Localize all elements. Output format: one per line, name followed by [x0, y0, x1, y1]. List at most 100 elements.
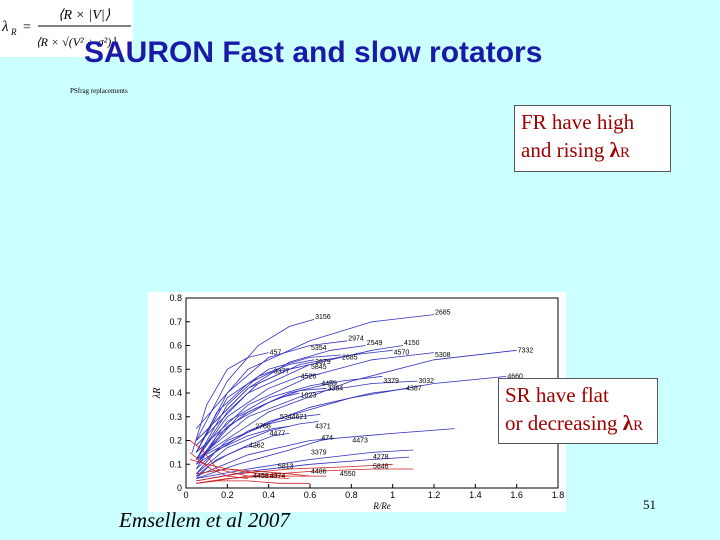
galaxy-label: 2685 [342, 354, 358, 361]
galaxy-label: 2685 [435, 309, 451, 316]
x-tick-label: 0.6 [304, 490, 317, 500]
callout-sr-lambda: λ [622, 411, 634, 435]
series-line-457 [191, 352, 269, 453]
galaxy-label: 5308 [435, 352, 451, 359]
galaxy-label: 3379 [311, 449, 327, 456]
y-tick-label: 0.1 [169, 459, 182, 469]
y-tick-label: 0.5 [169, 364, 182, 374]
series-line-4526 [195, 373, 321, 460]
formula-lhs-sub: R [10, 27, 17, 37]
galaxy-label: 7332 [518, 347, 534, 354]
series-line-4570 [196, 349, 393, 441]
galaxy-label: 3156 [315, 314, 331, 321]
galaxy-label: 4486 [311, 468, 327, 475]
y-axis-label: λR [152, 388, 163, 399]
series-line-4621 [196, 421, 319, 475]
callout-fr-subscript: R [619, 145, 630, 161]
callout-sr-line1: SR have flat [505, 383, 609, 407]
galaxy-label: 3377 [274, 369, 290, 376]
callout-fr-line1: FR have high [521, 110, 635, 134]
y-tick-label: 0.7 [169, 317, 182, 327]
callout-sr-prefix: or decreasing [505, 411, 623, 435]
y-tick-label: 0.4 [169, 388, 182, 398]
series-line-3377 [195, 368, 290, 453]
slow-rotator-callout: SR have flat or decreasing λR [498, 378, 658, 444]
series-line-5813 [196, 468, 311, 477]
galaxy-label: 4459 [321, 381, 337, 388]
series-line-2685 [195, 354, 342, 453]
series-line-3156 [195, 319, 315, 441]
series-line-3379 [195, 376, 383, 465]
galaxy-label: 4477 [270, 430, 286, 437]
formula-equals: = [23, 20, 31, 35]
x-axis-label: R/Re [372, 501, 391, 511]
formula-numerator: ⟨R × |V|⟩ [58, 8, 111, 23]
series-line-4278 [196, 456, 410, 482]
series-line-2679 [195, 359, 315, 460]
galaxy-label: 4458 [253, 473, 269, 480]
series-line-5845 [195, 364, 311, 460]
series-line-5308 [196, 352, 435, 453]
galaxy-label: 4262 [249, 442, 265, 449]
series-line-4374 [196, 480, 310, 484]
series-line-4473 [196, 428, 455, 477]
series-line-4550 [189, 452, 249, 479]
galaxy-label: 5846 [373, 464, 389, 471]
x-tick-label: 0 [183, 490, 188, 500]
x-tick-label: 0.2 [221, 490, 234, 500]
x-tick-label: 1.4 [469, 490, 482, 500]
callout-fr-lambda: λ [609, 138, 620, 162]
galaxy-label: 4570 [394, 350, 410, 357]
galaxy-label: 474 [321, 435, 333, 442]
galaxy-label: 4473 [352, 438, 368, 445]
lambda-r-formula: λ R = ⟨R × |V|⟩ ⟨R × √(V² + σ²)⟩ [0, 0, 133, 57]
series-line-4262 [196, 444, 259, 479]
series-line-4660 [196, 376, 507, 460]
series-line-2685 [195, 314, 435, 429]
galaxy-label: 4550 [340, 471, 356, 478]
y-tick-label: 0.6 [169, 341, 182, 351]
x-tick-label: 1 [390, 490, 395, 500]
y-tick-label: 0.8 [169, 293, 182, 303]
galaxy-label: 4387 [406, 385, 422, 392]
galaxy-label: 4374 [270, 473, 286, 480]
galaxy-label: 4526 [301, 373, 317, 380]
chart-canvas: 0 0.1 0.2 0.3 0.4 0.5 0.6 0.7 0.8 0 0.2 0.4 0.6 0.8 1 1… [152, 293, 565, 511]
galaxy-label: 2549 [367, 340, 383, 347]
series-line-7332 [206, 349, 517, 453]
series-line-4458 [189, 440, 290, 479]
formula-lhs: λ [1, 19, 9, 35]
formula-graphic: λ R = ⟨R × |V|⟩ ⟨R × √(V² + σ²)⟩ [1, 8, 131, 49]
series-line-5846 [196, 468, 414, 484]
x-tick-label: 1.2 [428, 490, 441, 500]
page-number: 51 [643, 497, 656, 512]
galaxy-label: 1023 [301, 392, 317, 399]
citation: Emsellem et al 2007 [119, 508, 290, 532]
galaxy-label: 2768 [255, 423, 271, 430]
series-line-2768 [195, 425, 290, 475]
x-tick-label: 1.6 [510, 490, 523, 500]
series-line-474 [196, 437, 335, 479]
galaxy-label: 5813 [278, 464, 294, 471]
x-tick-label: 0.8 [345, 490, 358, 500]
galaxy-label: 4150 [404, 340, 420, 347]
series-line-2549 [196, 345, 366, 441]
y-tick-label: 0 [177, 483, 182, 493]
callout-sr-subscript: R [633, 418, 644, 434]
callout-fr-line2: and rising λR [521, 136, 664, 167]
galaxy-label: 5354 [311, 345, 327, 352]
series-line-4387 [196, 387, 410, 465]
series-line-3032 [196, 380, 418, 460]
galaxy-label: 4278 [373, 454, 389, 461]
fast-rotator-callout: FR have high and rising λR [514, 105, 671, 172]
slide-title: SAURON Fast and slow rotators [84, 36, 543, 69]
galaxy-label: 4660 [507, 373, 523, 380]
series-line-1023 [195, 392, 300, 470]
x-tick-label: 1.8 [552, 490, 565, 500]
x-tick-label: 0.4 [262, 490, 275, 500]
galaxy-label: 5344621 [280, 414, 307, 421]
y-tick-label: 0.3 [169, 412, 182, 422]
callout-fr-prefix: and rising [521, 138, 610, 162]
series-line-unlabeled [189, 459, 290, 477]
y-tick-label: 0.2 [169, 436, 182, 446]
